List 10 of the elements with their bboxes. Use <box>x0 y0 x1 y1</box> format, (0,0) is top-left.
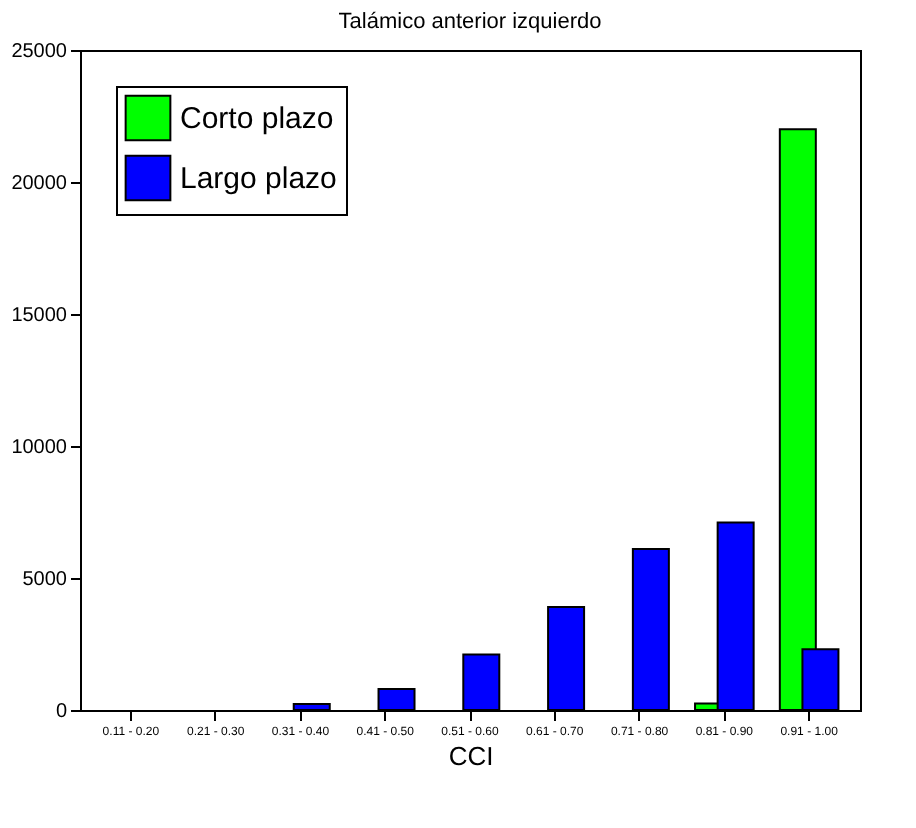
x-axis-title: CCI <box>448 741 494 771</box>
chart-title: Talámico anterior izquierdo <box>338 10 602 34</box>
y-tick-label: 0 <box>55 701 68 723</box>
legend-label: Largo plazo <box>180 162 337 196</box>
y-tick-label: 10000 <box>11 437 68 459</box>
y-tick-label: 25000 <box>11 41 68 63</box>
y-tick-label: 20000 <box>11 173 68 195</box>
legend-label: Corto plazo <box>180 102 334 136</box>
y-tick-label: 15000 <box>11 305 68 327</box>
y-tick-label: 5000 <box>22 569 68 591</box>
